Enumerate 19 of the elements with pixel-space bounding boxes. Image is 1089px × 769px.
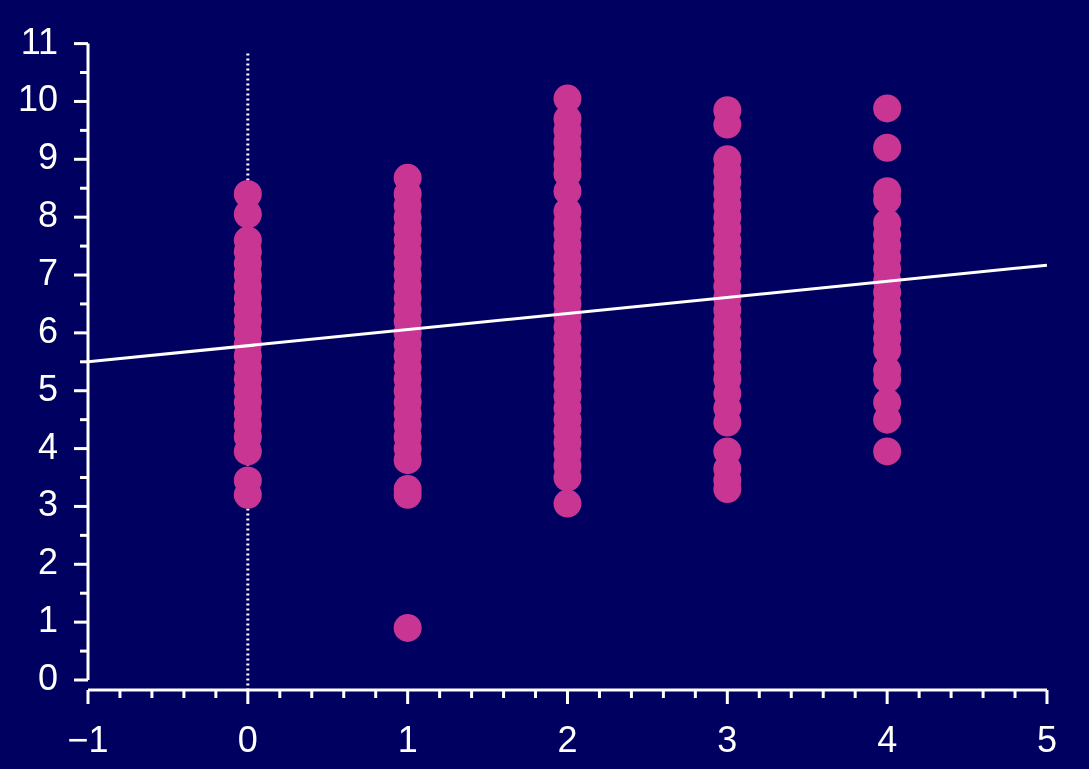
y-tick-label: 6 [37, 309, 58, 351]
y-tick-label: 7 [37, 251, 58, 293]
y-tick-label: 5 [37, 367, 58, 409]
y-tick-label: 10 [17, 78, 58, 120]
x-tick-label: 4 [877, 718, 898, 760]
y-tick-label: 9 [37, 136, 58, 178]
x-tick-label: 3 [717, 718, 738, 760]
y-tick-label: 4 [37, 425, 58, 467]
y-tick-label: 3 [37, 483, 58, 525]
y-tick-label: 0 [37, 656, 58, 698]
y-tick-label: 11 [20, 20, 58, 62]
y-tick-label: 8 [37, 194, 58, 236]
x-tick-label: 0 [237, 718, 258, 760]
x-tick-label: 2 [557, 718, 578, 760]
x-tick-label: −1 [67, 718, 109, 760]
x-tick-label: 5 [1036, 718, 1057, 760]
x-tick-label: 1 [397, 718, 418, 760]
y-tick-label: 1 [37, 599, 58, 641]
y-tick-label: 2 [37, 541, 58, 583]
